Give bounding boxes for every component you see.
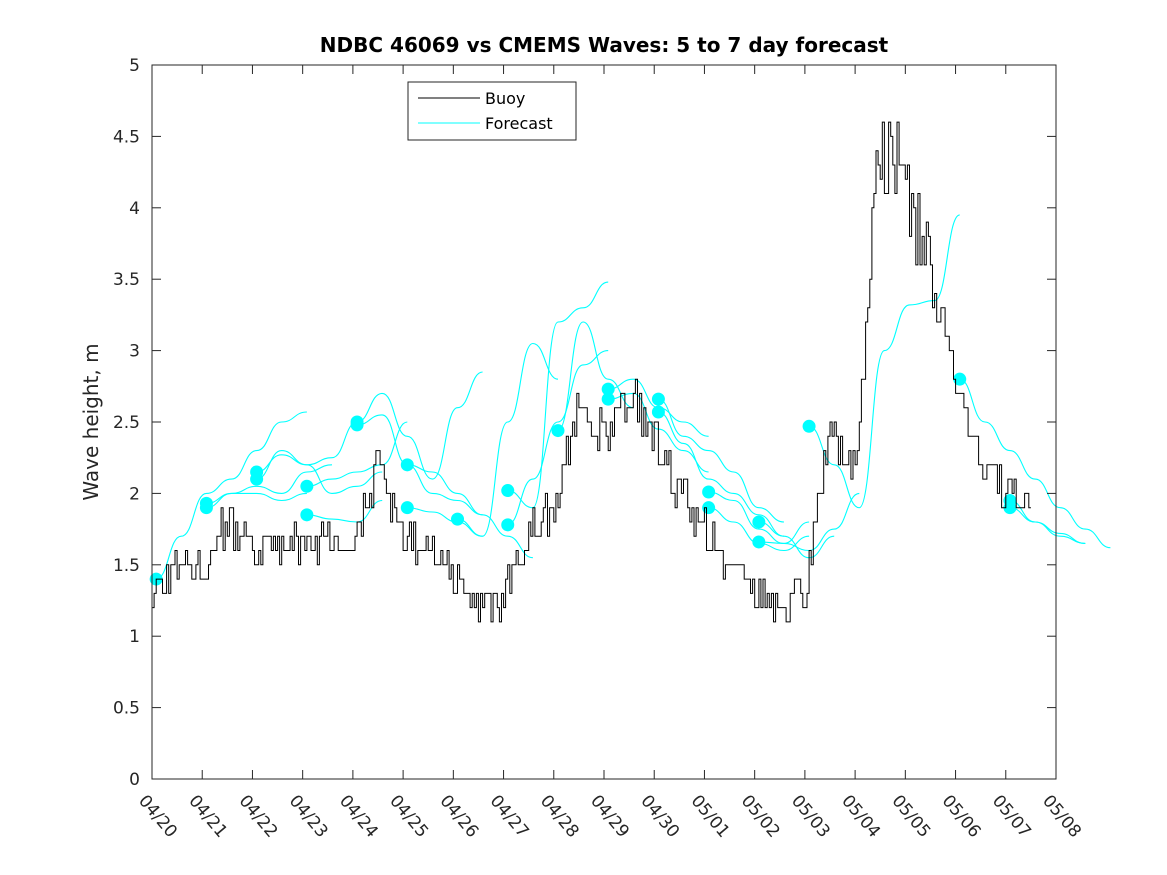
- plot-area: [149, 121, 1111, 623]
- forecast-start-point: [300, 479, 314, 493]
- forecast-line: [959, 378, 1111, 549]
- forecast-start-point: [350, 418, 364, 432]
- forecast-start-point: [752, 515, 766, 529]
- forecast-line: [808, 214, 960, 509]
- y-tick-label: 3.5: [113, 270, 140, 290]
- forecast-start-point: [551, 424, 565, 438]
- forecast-start-point: [601, 392, 615, 406]
- buoy-line: [152, 121, 1031, 623]
- forecast-start-point: [953, 372, 967, 386]
- legend-box: [407, 81, 577, 141]
- forecast-line: [557, 321, 634, 432]
- y-tick-label: 2.5: [113, 413, 140, 433]
- forecast-line: [708, 491, 810, 544]
- forecast-start-point: [400, 458, 414, 472]
- forecast-start-point: [702, 501, 716, 515]
- forecast-line: [306, 421, 408, 487]
- forecast-start-point: [451, 512, 465, 526]
- forecast-start-point: [601, 382, 615, 396]
- legend: Buoy Forecast: [407, 81, 577, 141]
- y-tick-label: 0.5: [113, 699, 140, 719]
- forecast-line: [206, 492, 307, 504]
- chart-title: NDBC 46069 vs CMEMS Waves: 5 to 7 day fo…: [320, 33, 889, 57]
- forecast-series: [149, 214, 1111, 586]
- y-tick-label: 1.5: [113, 556, 140, 576]
- y-tick-label: 4.5: [113, 127, 140, 147]
- forecast-start-point: [501, 518, 515, 532]
- forecast-start-point: [501, 484, 515, 498]
- forecast-line: [1009, 507, 1086, 544]
- forecast-start-point: [300, 508, 314, 522]
- forecast-line: [507, 350, 609, 526]
- forecast-start-point: [400, 501, 414, 515]
- forecast-line: [658, 411, 785, 537]
- forecast-line: [658, 398, 785, 523]
- legend-entry-forecast: Forecast: [485, 114, 553, 133]
- forecast-start-point: [199, 496, 213, 510]
- forecast-line: [457, 342, 559, 537]
- buoy-series: [152, 121, 1031, 623]
- forecast-line: [306, 499, 383, 523]
- forecast-line: [356, 371, 483, 480]
- forecast-start-point: [752, 535, 766, 549]
- forecast-line: [156, 411, 307, 580]
- y-tick-label: 1: [129, 627, 140, 647]
- forecast-line: [256, 450, 383, 494]
- y-axis-label: Wave height, m: [79, 343, 103, 500]
- legend-entry-buoy: Buoy: [485, 89, 525, 108]
- y-tick-label: 4: [129, 199, 140, 219]
- forecast-start-point: [250, 465, 264, 479]
- y-tick-label: 5: [129, 56, 140, 76]
- forecast-line: [407, 464, 533, 559]
- forecast-start-point: [1003, 501, 1017, 515]
- forecast-line: [1009, 499, 1086, 544]
- forecast-start-point: [702, 485, 716, 499]
- y-tick-label: 0: [129, 770, 140, 790]
- y-tick-label: 2: [129, 484, 140, 504]
- forecast-line: [507, 281, 609, 509]
- forecast-line: [357, 414, 483, 516]
- y-tick-label: 3: [129, 342, 140, 362]
- forecast-start-point: [802, 419, 816, 433]
- forecast-line: [407, 507, 483, 537]
- forecast-start-point: [651, 405, 665, 419]
- y-axis: 0 0.5 1 1.5 2 2.5 3 3.5 4 4.5 5: [113, 56, 1056, 790]
- forecast-start-point: [651, 392, 665, 406]
- forecast-line: [256, 421, 358, 473]
